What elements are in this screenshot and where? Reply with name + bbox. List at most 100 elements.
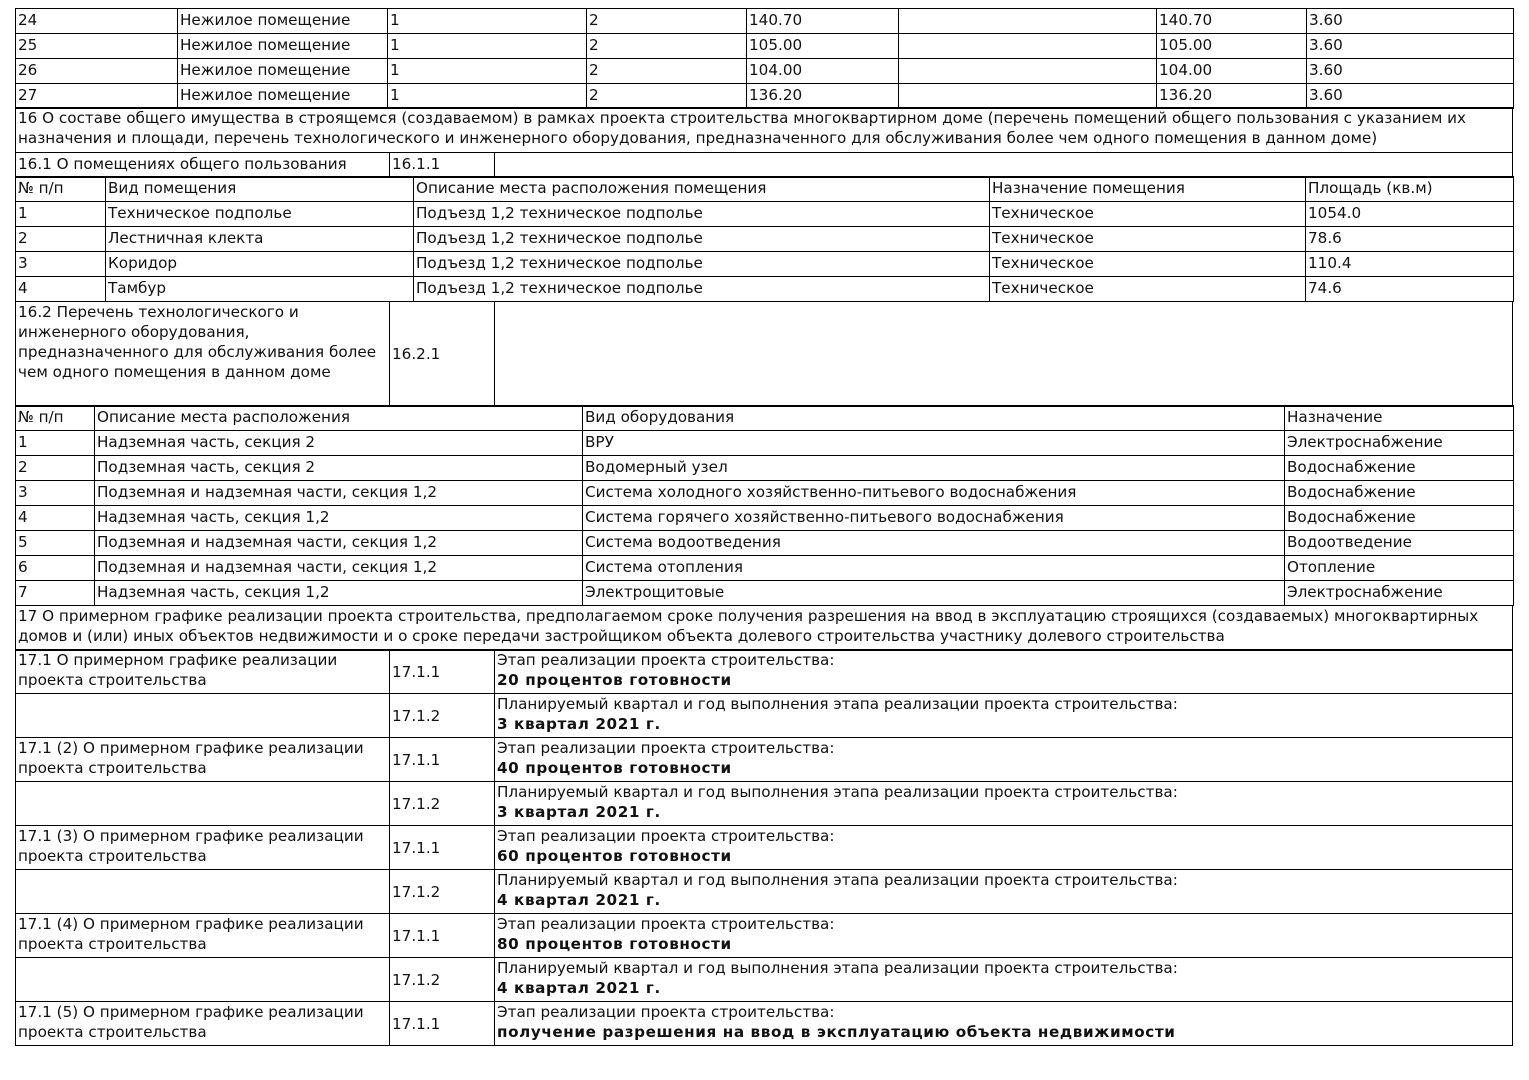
stage-code: 17.1.1 [389, 649, 495, 694]
table-cell: Подземная и надземная части, секция 1,2 [94, 530, 583, 556]
stage-code: 17.1.1 [389, 825, 495, 870]
stage-label: 17.1 (5) О примерном графике реализации … [15, 1001, 390, 1046]
column-header: Вид оборудования [582, 405, 1285, 431]
stage-info: Планируемый квартал и год выполнения эта… [494, 869, 1513, 914]
s161-label: 16.1 О помещениях общего пользования [15, 151, 390, 178]
table-row: 5 Подземная и надземная части, секция 1,2… [15, 530, 1514, 556]
table-cell: Водоснабжение [1284, 455, 1514, 481]
section-17-title: 17 О примерном графике реализации проект… [15, 604, 1513, 651]
table-cell: Подъезд 1,2 техническое подполье [413, 276, 990, 302]
stage-caption: Этап реализации проекта строительства: [497, 915, 835, 933]
table-cell: Лестничная клекта [105, 226, 414, 252]
stage-value: 80 процентов готовности [497, 935, 732, 953]
stage-value: 4 квартал 2021 г. [497, 979, 661, 997]
column-header: Вид помещения [105, 176, 414, 202]
table-cell: Техническое [989, 201, 1306, 227]
table-row: 1 Надземная часть, секция 2 ВРУ Электроснаб… [15, 430, 1514, 456]
column-header: Площадь (кв.м) [1305, 176, 1514, 202]
stage-info: Этап реализации проекта строительства: по… [494, 1001, 1513, 1046]
column-header: № п/п [15, 405, 95, 431]
table-cell: 1 [387, 57, 587, 84]
table-row: 2 Лестничная клекта Подъезд 1,2 техническо… [15, 226, 1514, 252]
table-cell: 1 [387, 32, 587, 59]
units-table: 24 Нежилое помещение 1 2 140.70 140.70 3.60 25 Н… [15, 7, 1514, 109]
stage-caption: Этап реализации проекта строительства: [497, 1003, 835, 1021]
table-cell: 104.00 [746, 57, 899, 84]
table-row: 6 Подземная и надземная части, секция 1,2… [15, 555, 1514, 581]
stage-code: 17.1.1 [389, 737, 495, 782]
stage-value: 4 квартал 2021 г. [497, 891, 661, 909]
table-cell: 136.20 [1156, 82, 1307, 109]
section-16-title: 16 О составе общего имущества в строящем… [15, 107, 1513, 153]
stage-code: 17.1.2 [389, 869, 495, 914]
column-header: Описание места расположения [94, 405, 583, 431]
table-cell: Нежилое помещение [177, 82, 388, 109]
s162-label: 16.2 Перечень технологического и инженер… [15, 300, 390, 407]
column-header: № п/п [15, 176, 106, 202]
schedule-row: 17.1 О примерном графике реализации прое… [15, 649, 1513, 694]
column-header: Описание места расположения помещения [413, 176, 990, 202]
table-cell [898, 32, 1157, 59]
schedule-row: 17.1 (5) О примерном графике реализации … [15, 1001, 1513, 1046]
stage-label [15, 957, 390, 1002]
table-cell: 105.00 [746, 32, 899, 59]
table-cell: Нежилое помещение [177, 57, 388, 84]
table-row: 27 Нежилое помещение 1 2 136.20 136.20 3.60 [15, 82, 1514, 109]
table-cell: 105.00 [1156, 32, 1307, 59]
table-cell: 140.70 [746, 7, 899, 34]
stage-label [15, 869, 390, 914]
stage-caption: Этап реализации проекта строительства: [497, 739, 835, 757]
stage-info: Этап реализации проекта строительства: 20… [494, 649, 1513, 694]
stage-info: Планируемый квартал и год выполнения эта… [494, 781, 1513, 826]
schedule-row: 17.1 (4) О примерном графике реализации … [15, 913, 1513, 958]
table-cell: Система водоотведения [582, 530, 1285, 556]
header-row: № п/п Вид помещения Описание места располо… [15, 176, 1514, 202]
stage-caption: Планируемый квартал и год выполнения эта… [497, 695, 1178, 713]
table-cell: 1 [387, 7, 587, 34]
empty-cell [494, 151, 1513, 178]
table-cell: 25 [15, 32, 178, 59]
table-cell: 5 [15, 530, 95, 556]
stage-code: 17.1.2 [389, 781, 495, 826]
stage-code: 17.1.2 [389, 957, 495, 1002]
table-cell: Система холодного хозяйственно-питьевого… [582, 480, 1285, 506]
table-cell: 3.60 [1306, 32, 1514, 59]
table-row: 3 Подземная и надземная части, секция 1,2… [15, 480, 1514, 506]
stage-caption: Планируемый квартал и год выполнения эта… [497, 871, 1178, 889]
section-16-2-row: 16.2 Перечень технологического и инженер… [15, 300, 1513, 407]
table-cell: Подземная и надземная части, секция 1,2 [94, 480, 583, 506]
column-header: Назначение [1284, 405, 1514, 431]
table-cell: Подъезд 1,2 техническое подполье [413, 251, 990, 277]
header-row: № п/п Описание места расположения Вид обор… [15, 405, 1514, 431]
schedule-row: 17.1.2 Планируемый квартал и год выполнен… [15, 957, 1513, 1002]
stage-caption: Этап реализации проекта строительства: [497, 827, 835, 845]
table-cell [898, 57, 1157, 84]
table-row: 3 Коридор Подъезд 1,2 техническое подполье… [15, 251, 1514, 277]
table-cell: Надземная часть, секция 1,2 [94, 505, 583, 531]
schedule-table: 17.1 О примерном графике реализации прое… [15, 649, 1513, 1046]
equipment-table: № п/п Описание места расположения Вид обор… [15, 405, 1514, 606]
stage-label: 17.1 О примерном графике реализации прое… [15, 649, 390, 694]
table-cell: Техническое подполье [105, 201, 414, 227]
column-header: Назначение помещения [989, 176, 1306, 202]
table-cell: 4 [15, 276, 106, 302]
stage-code: 17.1.1 [389, 913, 495, 958]
table-cell: Подъезд 1,2 техническое подполье [413, 226, 990, 252]
table-cell: Система отопления [582, 555, 1285, 581]
stage-label: 17.1 (3) О примерном графике реализации … [15, 825, 390, 870]
stage-code: 17.1.1 [389, 1001, 495, 1046]
table-cell: Техническое [989, 226, 1306, 252]
schedule-row: 17.1 (2) О примерном графике реализации … [15, 737, 1513, 782]
table-cell: Тамбур [105, 276, 414, 302]
table-cell: 1 [15, 201, 106, 227]
stage-label [15, 693, 390, 738]
table-cell: Система горячего хозяйственно-питьевого … [582, 505, 1285, 531]
table-row: 1 Техническое подполье Подъезд 1,2 техниче… [15, 201, 1514, 227]
table-cell: 24 [15, 7, 178, 34]
table-cell: Техническое [989, 251, 1306, 277]
table-cell: 74.6 [1305, 276, 1514, 302]
table-cell: 1 [15, 430, 95, 456]
table-cell: 140.70 [1156, 7, 1307, 34]
section-17-header: 17 О примерном графике реализации проект… [15, 604, 1513, 651]
table-cell: 3.60 [1306, 57, 1514, 84]
